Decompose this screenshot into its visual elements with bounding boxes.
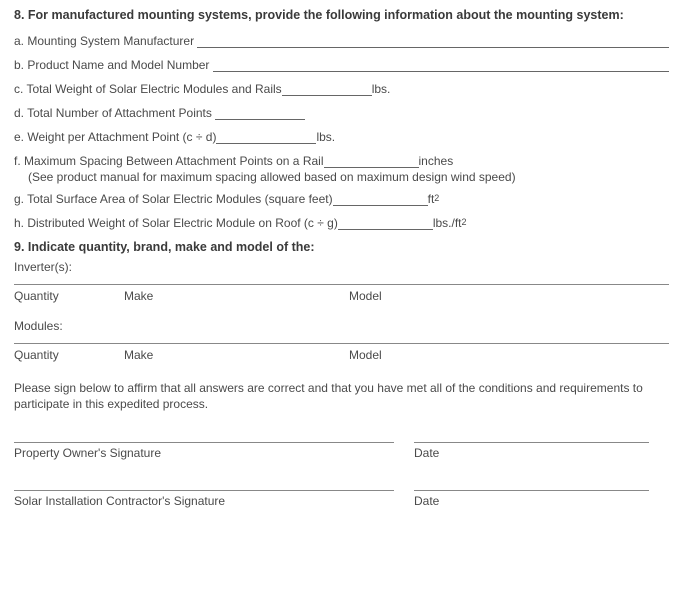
owner-date-line[interactable]: Date <box>414 442 649 460</box>
blank-8c[interactable] <box>282 82 372 96</box>
section-9-title: 9. Indicate quantity, brand, make and mo… <box>14 240 669 254</box>
signature-row-owner: Property Owner's Signature Date <box>14 442 669 460</box>
unit-8h-a: lbs./ft <box>433 216 462 230</box>
col-make: Make <box>124 289 349 303</box>
label-8a: a. Mounting System Manufacturer <box>14 34 197 48</box>
row-8a: a. Mounting System Manufacturer <box>14 34 669 48</box>
inverters-header-row: Quantity Make Model <box>14 289 669 303</box>
unit-8g-a: ft <box>428 192 435 206</box>
modules-header-row: Quantity Make Model <box>14 348 669 362</box>
label-8g: g. Total Surface Area of Solar Electric … <box>14 192 333 206</box>
col-make-2: Make <box>124 348 349 362</box>
row-8d: d. Total Number of Attachment Points <box>14 106 669 120</box>
blank-8a[interactable] <box>197 34 669 48</box>
blank-8d[interactable] <box>215 106 305 120</box>
blank-8b[interactable] <box>213 58 669 72</box>
col-quantity: Quantity <box>14 289 124 303</box>
blank-8f[interactable] <box>324 154 419 168</box>
signature-row-contractor: Solar Installation Contractor's Signatur… <box>14 490 669 508</box>
divider-inverters <box>14 284 669 285</box>
row-8c: c. Total Weight of Solar Electric Module… <box>14 82 669 96</box>
blank-8e[interactable] <box>216 130 316 144</box>
row-8b: b. Product Name and Model Number <box>14 58 669 72</box>
label-8h: h. Distributed Weight of Solar Electric … <box>14 216 338 230</box>
unit-8h-b: 2 <box>462 217 467 227</box>
label-8f: f. Maximum Spacing Between Attachment Po… <box>14 154 324 168</box>
blank-8g[interactable] <box>333 192 428 206</box>
col-quantity-2: Quantity <box>14 348 124 362</box>
contractor-signature-line[interactable]: Solar Installation Contractor's Signatur… <box>14 490 394 508</box>
owner-signature-line[interactable]: Property Owner's Signature <box>14 442 394 460</box>
section-8-title: 8. For manufactured mounting systems, pr… <box>14 8 669 22</box>
unit-8e: lbs. <box>316 130 335 144</box>
inverters-label: Inverter(s): <box>14 260 669 274</box>
label-8e: e. Weight per Attachment Point (c ÷ d) <box>14 130 216 144</box>
affirmation-text: Please sign below to affirm that all ans… <box>14 380 669 412</box>
label-8c: c. Total Weight of Solar Electric Module… <box>14 82 282 96</box>
note-8f: (See product manual for maximum spacing … <box>28 170 669 184</box>
row-8f: f. Maximum Spacing Between Attachment Po… <box>14 154 669 184</box>
unit-8f: inches <box>419 154 454 168</box>
row-8h: h. Distributed Weight of Solar Electric … <box>14 216 669 230</box>
col-model-2: Model <box>349 348 669 362</box>
row-8e: e. Weight per Attachment Point (c ÷ d) l… <box>14 130 669 144</box>
modules-label: Modules: <box>14 319 669 333</box>
label-8d: d. Total Number of Attachment Points <box>14 106 215 120</box>
blank-8h[interactable] <box>338 216 433 230</box>
contractor-date-line[interactable]: Date <box>414 490 649 508</box>
label-8b: b. Product Name and Model Number <box>14 58 213 72</box>
unit-8c: lbs. <box>372 82 391 96</box>
col-model: Model <box>349 289 669 303</box>
unit-8g-b: 2 <box>434 193 439 203</box>
row-8g: g. Total Surface Area of Solar Electric … <box>14 192 669 206</box>
divider-modules <box>14 343 669 344</box>
